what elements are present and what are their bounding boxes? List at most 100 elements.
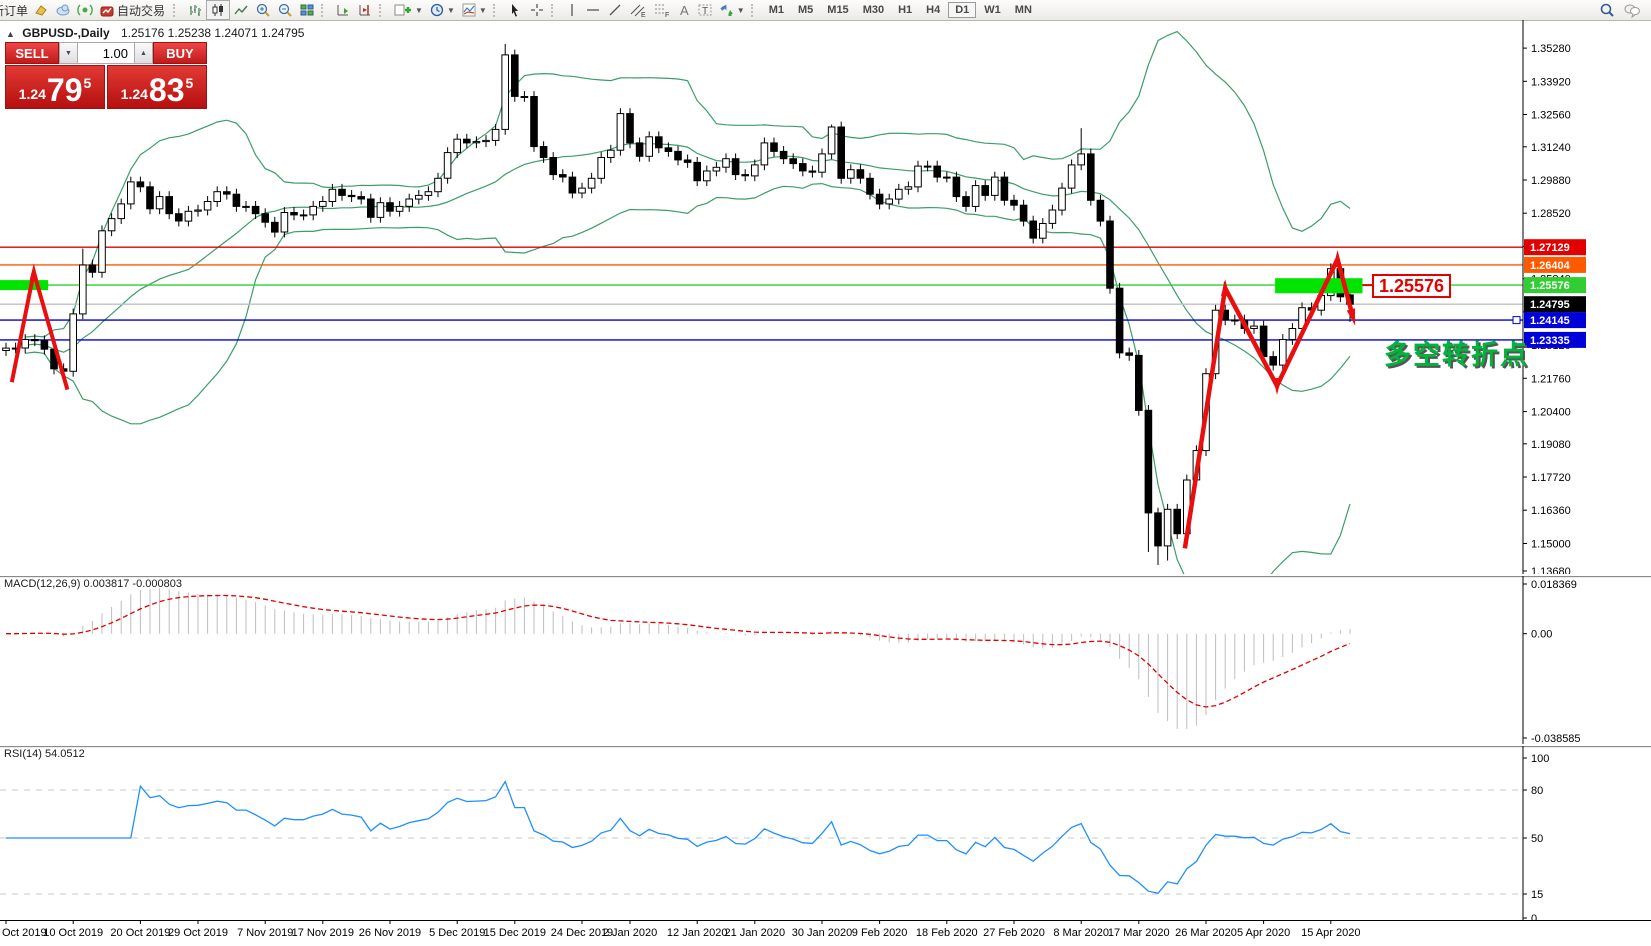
indicators-icon[interactable]: ▼ [458, 1, 490, 19]
hline-icon[interactable] [582, 1, 604, 19]
signal-icon[interactable] [74, 1, 96, 19]
buy-price-button[interactable]: 1.24 83 5 [107, 65, 207, 109]
svg-text:1.19080: 1.19080 [1531, 439, 1571, 451]
volume-decrease-button[interactable]: ▼ [59, 42, 78, 64]
autotrading-button[interactable]: 自动交易 [96, 1, 170, 19]
cursor-icon[interactable] [504, 1, 526, 19]
chart-shift-icon[interactable] [354, 1, 376, 19]
toolbar-grip [550, 3, 557, 17]
macd-indicator-panel[interactable]: 0.018369 0.00 -0.038585 [0, 576, 1651, 744]
svg-text:1.32560: 1.32560 [1531, 110, 1571, 122]
tab-timeframe-d1[interactable]: D1 [948, 2, 977, 18]
zoom-in-icon[interactable] [252, 1, 274, 19]
candlestick-icon[interactable] [206, 0, 231, 20]
ohlc-values: 1.25176 1.25238 1.24071 1.24795 [120, 26, 305, 40]
tab-timeframe-m15[interactable]: M15 [827, 4, 849, 16]
macd-label: MACD(12,26,9) 0.003817 -0.000803 [4, 578, 182, 590]
svg-text:15 Apr 2020: 15 Apr 2020 [1301, 927, 1360, 939]
svg-text:0.018369: 0.018369 [1531, 579, 1577, 591]
turning-point-annotation[interactable]: 多空转折点 [1384, 340, 1529, 370]
svg-text:21 Jan 2020: 21 Jan 2020 [725, 927, 786, 939]
tab-timeframe-w1[interactable]: W1 [984, 4, 1001, 16]
tab-timeframe-m1[interactable]: M1 [768, 4, 784, 16]
tab-timeframe-h4[interactable]: H4 [926, 4, 941, 16]
tab-timeframe-m30[interactable]: M30 [862, 4, 885, 16]
volume-input[interactable]: 1.00 [78, 42, 134, 64]
svg-text:-0.038585: -0.038585 [1531, 733, 1581, 744]
svg-text:24 Dec 2019: 24 Dec 2019 [551, 927, 613, 939]
new-chart-icon[interactable]: ▼ [390, 1, 426, 19]
svg-text:5 Dec 2019: 5 Dec 2019 [429, 927, 485, 939]
svg-text:18 Feb 2020: 18 Feb 2020 [916, 927, 978, 939]
svg-text:1.25576: 1.25576 [1530, 280, 1570, 292]
zoom-out-icon[interactable] [274, 1, 296, 19]
tab-timeframe-mn[interactable]: MN [1014, 4, 1032, 16]
price-level-tag[interactable]: 1.25576 [1372, 274, 1452, 299]
sell-button[interactable]: SELL [5, 42, 59, 64]
svg-text:1.28520: 1.28520 [1531, 208, 1571, 220]
tile-windows-icon[interactable] [296, 1, 318, 19]
chart-object-icon[interactable] [30, 1, 52, 19]
svg-text:29 Oct 2019: 29 Oct 2019 [168, 927, 228, 939]
svg-text:26 Mar 2020: 26 Mar 2020 [1175, 927, 1237, 939]
text-icon[interactable]: A [674, 1, 694, 19]
svg-text:9 Feb 2020: 9 Feb 2020 [852, 927, 908, 939]
fibonacci-icon[interactable]: F [650, 1, 674, 19]
crosshair-icon[interactable] [526, 1, 548, 19]
main-toolbar: 新订单 自动交易 ▼ ▼ ▼ [0, 0, 1651, 21]
search-icon[interactable] [1595, 1, 1619, 19]
timeframe-strip: M1 M5 M15 M30 H1 H4 D1 W1 MN [762, 2, 1039, 18]
arrows-icon[interactable]: ▼ [716, 1, 748, 19]
main-price-chart[interactable]: 1.35280 1.33920 1.32560 1.31240 1.29880 1.285… [0, 20, 1651, 574]
svg-text:50: 50 [1531, 833, 1543, 845]
collapse-triangle-icon[interactable]: ▲ [6, 29, 15, 39]
line-chart-icon[interactable] [230, 1, 252, 19]
text-label-icon[interactable]: T [694, 1, 716, 19]
svg-text:A: A [680, 3, 689, 18]
tab-timeframe-m5[interactable]: M5 [798, 4, 814, 16]
svg-text:8 Mar 2020: 8 Mar 2020 [1053, 927, 1109, 939]
sell-price-button[interactable]: 1.24 79 5 [5, 65, 105, 109]
svg-text:26 Nov 2019: 26 Nov 2019 [359, 927, 421, 939]
auto-scroll-icon[interactable] [332, 1, 354, 19]
svg-text:10 Oct 2019: 10 Oct 2019 [43, 927, 103, 939]
rsi-label: RSI(14) 54.0512 [4, 748, 85, 760]
symbol-period-label: GBPUSD-,Daily [22, 26, 110, 40]
bar-chart-icon[interactable] [184, 1, 206, 19]
channel-icon[interactable]: E [626, 1, 650, 19]
buy-button[interactable]: BUY [153, 42, 207, 64]
svg-text:15: 15 [1531, 889, 1543, 901]
svg-text:1.15000: 1.15000 [1531, 539, 1571, 551]
buy-price-small: 1.24 [120, 86, 148, 102]
profiles-clock-icon[interactable]: ▼ [426, 1, 458, 19]
svg-text:1.27129: 1.27129 [1530, 242, 1570, 254]
vline-icon[interactable] [562, 1, 582, 19]
toolbar-grip [492, 3, 499, 17]
rsi-indicator-panel[interactable]: 100 80 50 15 0 [0, 746, 1651, 920]
cloud-icon[interactable] [52, 1, 74, 19]
new-order-button[interactable]: 新订单 [0, 3, 29, 18]
toolbar-grip [321, 3, 327, 17]
chart-title-bar: ▲ GBPUSD-,Daily 1.25176 1.25238 1.24071 … [6, 26, 304, 40]
svg-text:5 Apr 2020: 5 Apr 2020 [1237, 927, 1290, 939]
chat-icon[interactable] [1619, 1, 1645, 19]
svg-text:17 Mar 2020: 17 Mar 2020 [1108, 927, 1170, 939]
volume-increase-button[interactable]: ▲ [134, 42, 153, 64]
svg-text:100: 100 [1531, 753, 1549, 765]
svg-text:1.24145: 1.24145 [1530, 315, 1570, 327]
trendline-icon[interactable] [604, 1, 626, 19]
svg-text:F: F [665, 12, 669, 18]
buy-price-big: 83 [148, 72, 185, 108]
tab-timeframe-h1[interactable]: H1 [898, 4, 913, 16]
svg-text:1.24795: 1.24795 [1530, 299, 1570, 311]
svg-text:2 Jan 2020: 2 Jan 2020 [603, 927, 657, 939]
svg-text:12 Jan 2020: 12 Jan 2020 [667, 927, 728, 939]
svg-text:0: 0 [1531, 913, 1537, 920]
svg-text:Oct 2019: Oct 2019 [2, 927, 47, 939]
svg-text:1.33920: 1.33920 [1531, 76, 1571, 88]
svg-text:27 Feb 2020: 27 Feb 2020 [983, 927, 1045, 939]
svg-text:1.26404: 1.26404 [1530, 260, 1571, 272]
svg-text:E: E [641, 12, 646, 18]
